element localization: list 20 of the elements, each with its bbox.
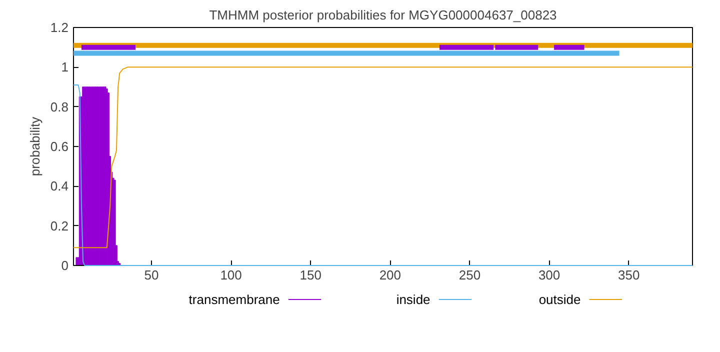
y-tick-label: 0 — [61, 258, 69, 273]
line-series — [73, 66, 693, 248]
x-tick-label: 350 — [618, 268, 640, 282]
legend-label: outside — [538, 292, 581, 307]
x-tick-label: 150 — [300, 268, 322, 282]
y-tick-label: 0.2 — [50, 218, 69, 234]
y-tick-label: 0.8 — [50, 99, 69, 114]
y-tick-label: 1.2 — [50, 20, 69, 35]
x-tick-label: 100 — [220, 268, 242, 282]
y-axis-title: probability — [27, 116, 42, 176]
x-tick-label: 300 — [538, 268, 560, 282]
y-tick-label: 0.6 — [50, 139, 69, 154]
x-tick-label: 200 — [379, 268, 402, 282]
legend-label: transmembrane — [188, 292, 280, 307]
chart-title: TMHMM posterior probabilities for MGYG000004637_00823 — [209, 8, 557, 22]
y-tick-label: 0.4 — [50, 178, 69, 194]
legend-label: inside — [396, 292, 430, 307]
y-tick-label: 1 — [61, 60, 69, 75]
x-tick-label: 250 — [458, 268, 481, 282]
x-tick-label: 50 — [144, 268, 159, 282]
